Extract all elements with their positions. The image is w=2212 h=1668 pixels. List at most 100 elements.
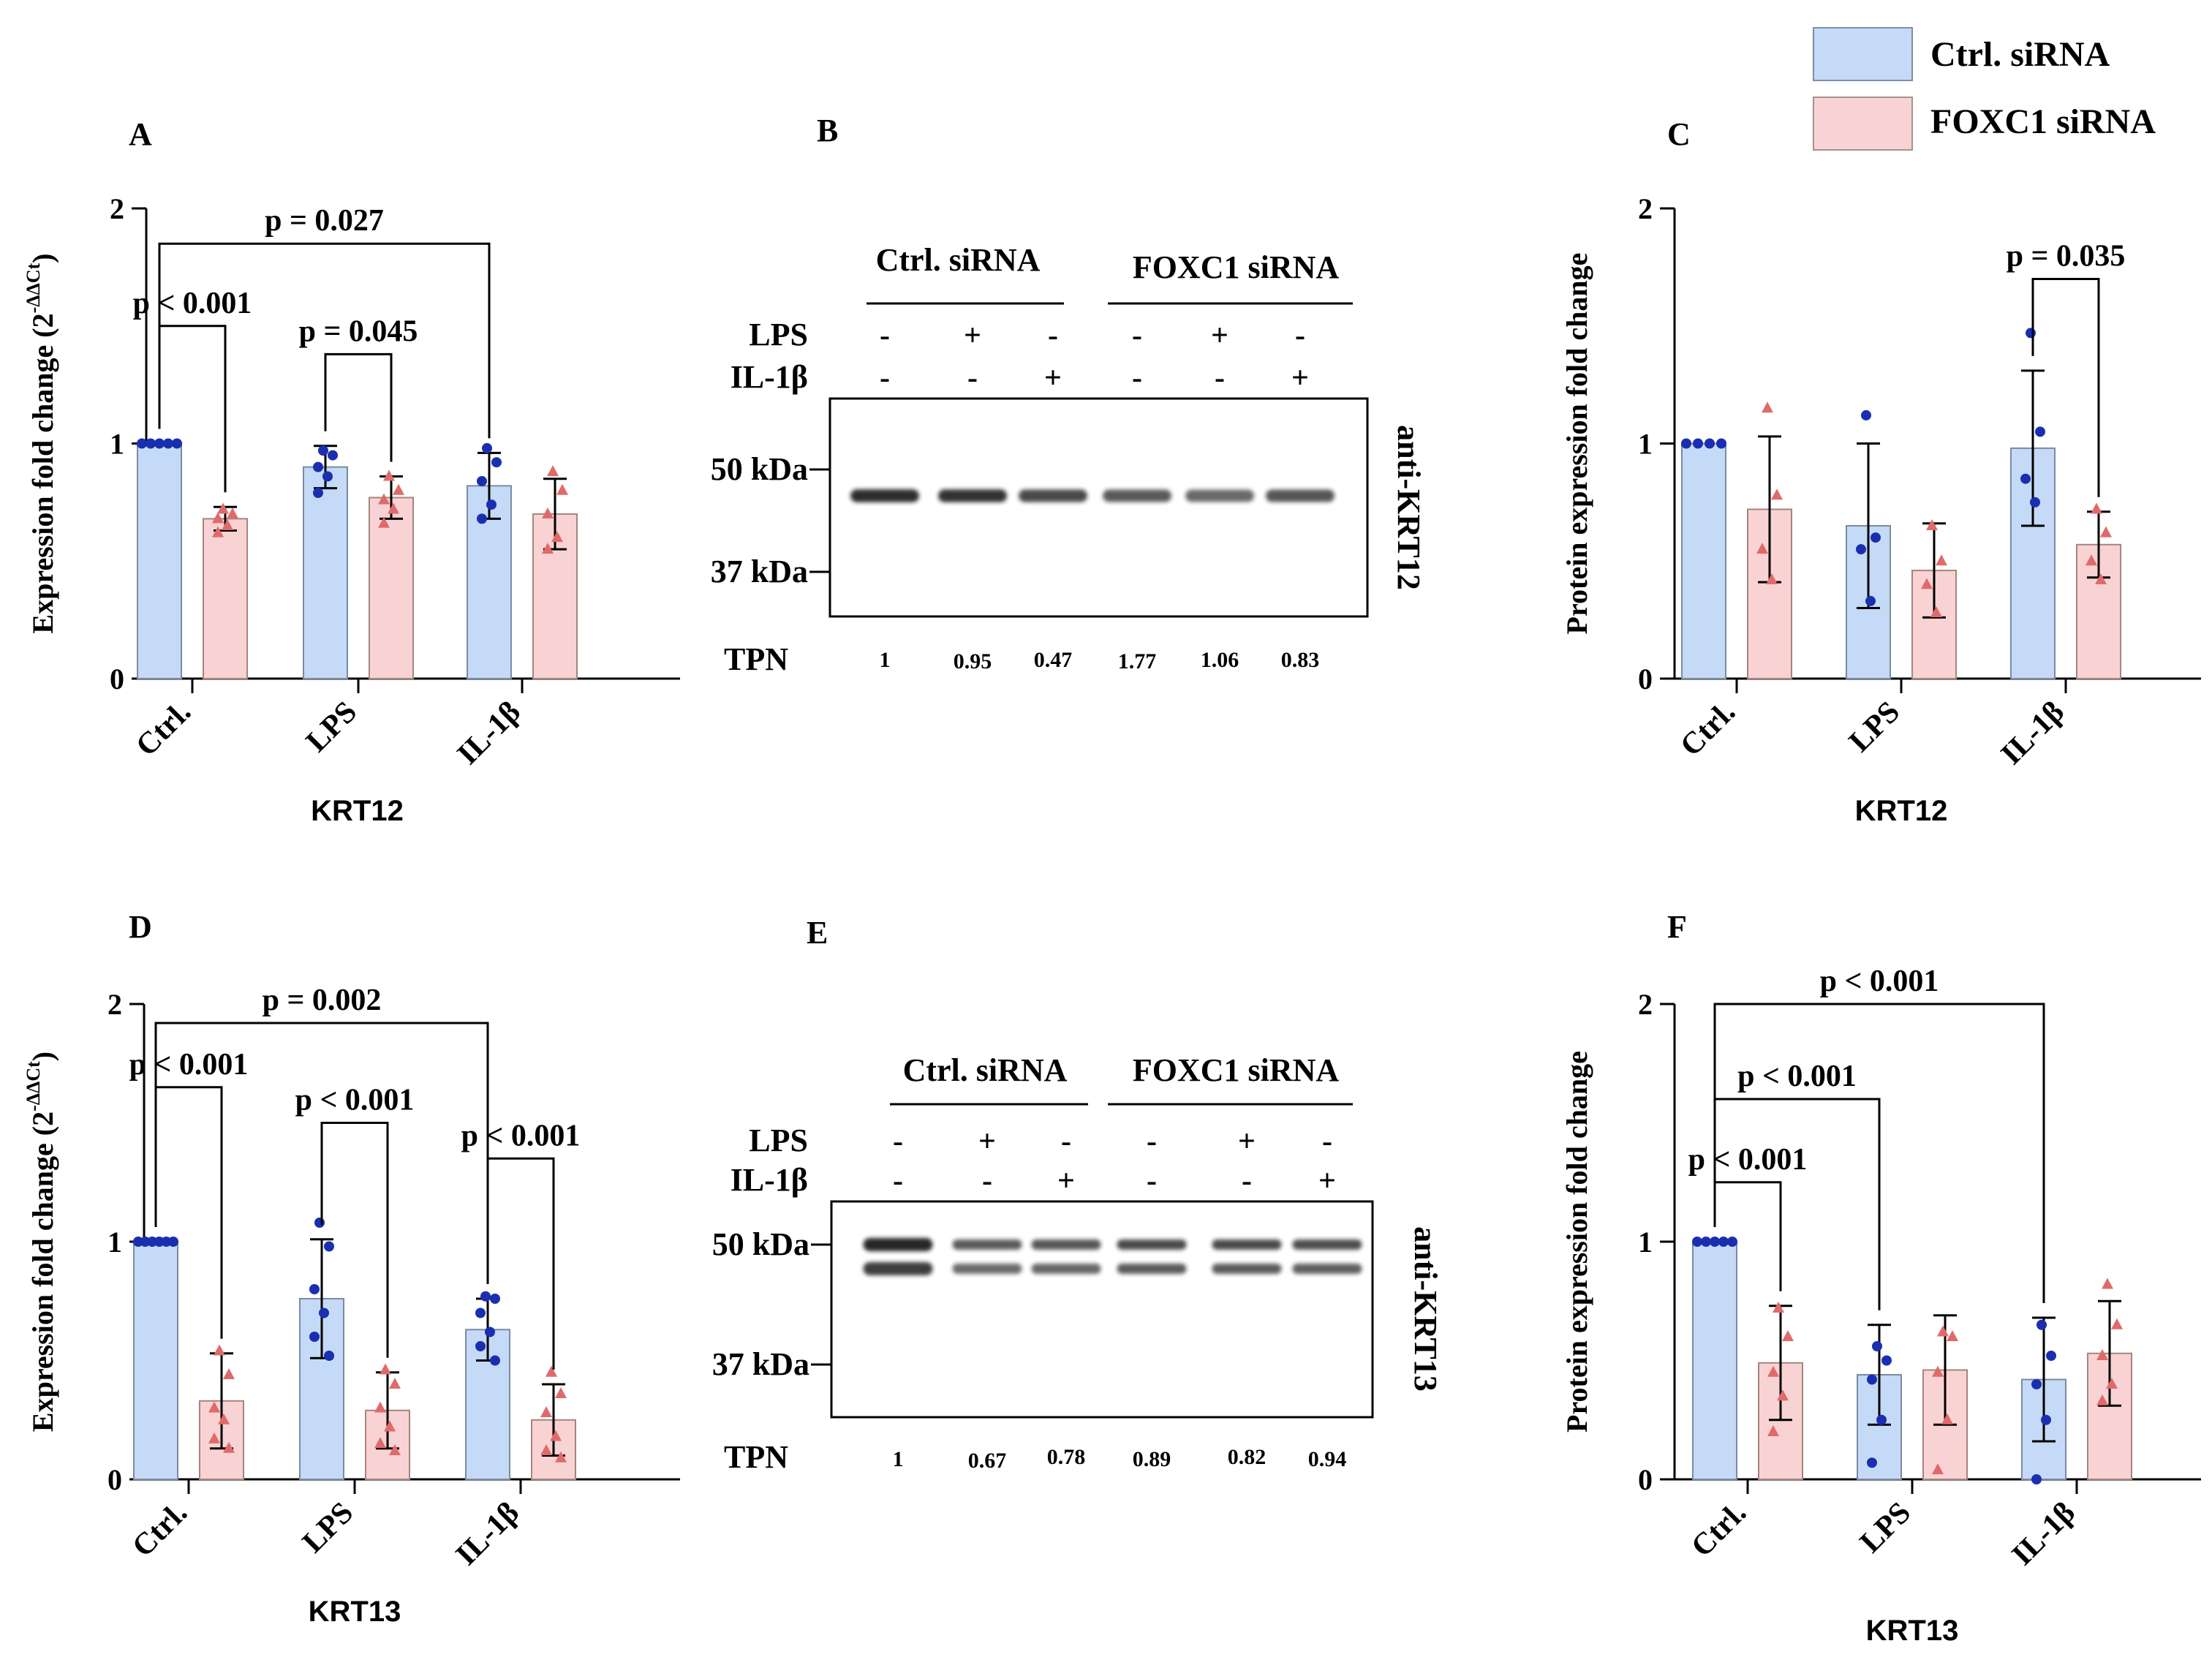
data-point — [140, 1237, 151, 1247]
blot-marker-label: 37 kDa — [711, 554, 808, 589]
data-point — [486, 499, 497, 510]
tpn-value: 0.82 — [1228, 1445, 1267, 1469]
data-point — [1867, 1374, 1877, 1385]
data-point — [2095, 573, 2107, 584]
blot-treatment-sign: - — [1322, 1125, 1332, 1158]
data-point — [1701, 1237, 1711, 1247]
data-point — [319, 1307, 329, 1318]
blot-antibody-label: anti-KRT12 — [1391, 425, 1427, 590]
blot-treatment-sign: + — [1318, 1164, 1336, 1198]
data-point — [1767, 1425, 1779, 1436]
y-axis-label: Expression fold change (2-ΔΔCt) — [23, 1052, 59, 1432]
x-axis-label: KRT13 — [1866, 1615, 1959, 1647]
data-point — [1941, 1413, 1953, 1424]
p-value-label: p = 0.045 — [299, 314, 418, 348]
data-point — [2085, 554, 2097, 566]
p-value-label: p = 0.027 — [265, 204, 384, 238]
legend: Ctrl. siRNA FOXC1 siRNA — [1813, 27, 2156, 151]
data-point — [2037, 1319, 2047, 1330]
data-point — [1777, 1389, 1789, 1401]
y-axis-label: Expression fold change (2-ΔΔCt) — [23, 253, 59, 633]
tpn-value: 0.83 — [1281, 648, 1320, 672]
blot-band — [863, 1262, 933, 1275]
p-value-label: p < 0.001 — [1737, 1060, 1857, 1093]
data-point — [163, 438, 173, 449]
y-tick-label: 0 — [107, 1463, 122, 1496]
data-point — [546, 1365, 557, 1377]
blot-treatment-sign: - — [880, 361, 890, 395]
x-axis-label: KRT12 — [1855, 795, 1948, 827]
data-point — [555, 1387, 567, 1398]
data-point — [208, 1432, 220, 1444]
data-point — [1767, 1365, 1779, 1377]
p-value-label: p < 0.001 — [129, 1048, 249, 1082]
panel-label-c: C — [1667, 116, 1691, 152]
blot-treatment-sign: + — [1057, 1164, 1075, 1198]
data-point — [313, 461, 323, 472]
x-tick-label: LPS — [1854, 1496, 1917, 1560]
data-point — [491, 457, 502, 468]
data-point — [550, 1430, 562, 1441]
western-blot-e: Ctrl. siRNA FOXC1 siRNA LPS IL-1β - + - - + - - - + -… — [712, 1052, 1443, 1475]
blot-marker-label: 50 kDa — [712, 1226, 809, 1262]
data-point — [389, 1444, 401, 1455]
significance-bracket — [154, 1022, 489, 1284]
data-point — [1727, 1237, 1737, 1247]
data-point — [309, 1332, 320, 1342]
blot-membrane — [828, 397, 1369, 618]
p-value-label: p = 0.035 — [2007, 239, 2126, 273]
data-point — [2046, 1351, 2056, 1361]
data-point — [314, 1218, 325, 1228]
y-tick-label: 0 — [110, 663, 124, 695]
legend-swatch-foxc1 — [1813, 97, 1913, 151]
tpn-value: 0.67 — [968, 1449, 1007, 1473]
data-point — [172, 438, 182, 449]
y-tick-label: 0 — [1638, 663, 1653, 695]
p-value-label: p < 0.001 — [1688, 1143, 1808, 1177]
tpn-value: 1.06 — [1201, 648, 1239, 672]
blot-treatment-sign: - — [982, 1164, 992, 1198]
tpn-value: 0.94 — [1308, 1447, 1347, 1471]
x-axis-label: KRT13 — [309, 1596, 401, 1628]
y-tick-label: 1 — [1638, 1226, 1653, 1258]
blot-band — [938, 489, 1007, 502]
data-point — [540, 1406, 552, 1417]
y-tick-label: 2 — [107, 988, 122, 1021]
data-point — [383, 469, 395, 481]
blot-marker-label: 37 kDa — [712, 1346, 809, 1382]
x-axis-label: KRT12 — [311, 795, 404, 827]
bar — [369, 497, 414, 679]
legend-label-foxc1: FOXC1 siRNA — [1930, 102, 2156, 141]
data-point — [324, 1241, 334, 1252]
data-point — [1867, 1457, 1877, 1468]
data-point — [1771, 488, 1783, 500]
y-tick-label: 1 — [110, 428, 124, 461]
data-point — [490, 1294, 500, 1304]
data-point — [374, 1437, 386, 1449]
blot-band — [1103, 489, 1171, 502]
data-point — [223, 1441, 235, 1453]
data-point — [485, 1327, 495, 1337]
data-point — [482, 442, 492, 453]
data-point — [1926, 519, 1938, 531]
blot-group-label: Ctrl. siRNA — [876, 242, 1041, 278]
x-tick-label: Ctrl. — [126, 1496, 194, 1564]
data-point — [218, 1413, 230, 1424]
x-tick-label: IL-1β — [451, 695, 527, 771]
data-point — [1865, 595, 1876, 606]
legend-label-ctrl: Ctrl. siRNA — [1930, 35, 2110, 74]
data-point — [384, 1420, 396, 1432]
significance-bracket — [158, 242, 491, 439]
p-value-label: p < 0.001 — [461, 1119, 581, 1152]
data-point — [133, 1237, 143, 1247]
data-point — [1773, 1302, 1784, 1313]
blot-band — [1292, 1264, 1362, 1274]
data-point — [380, 1363, 391, 1375]
data-point — [555, 1451, 567, 1463]
significance-bracket — [1713, 1098, 1881, 1310]
data-point — [374, 1401, 386, 1413]
data-point — [227, 507, 238, 518]
data-point — [1921, 578, 1933, 589]
data-point — [389, 1378, 401, 1389]
